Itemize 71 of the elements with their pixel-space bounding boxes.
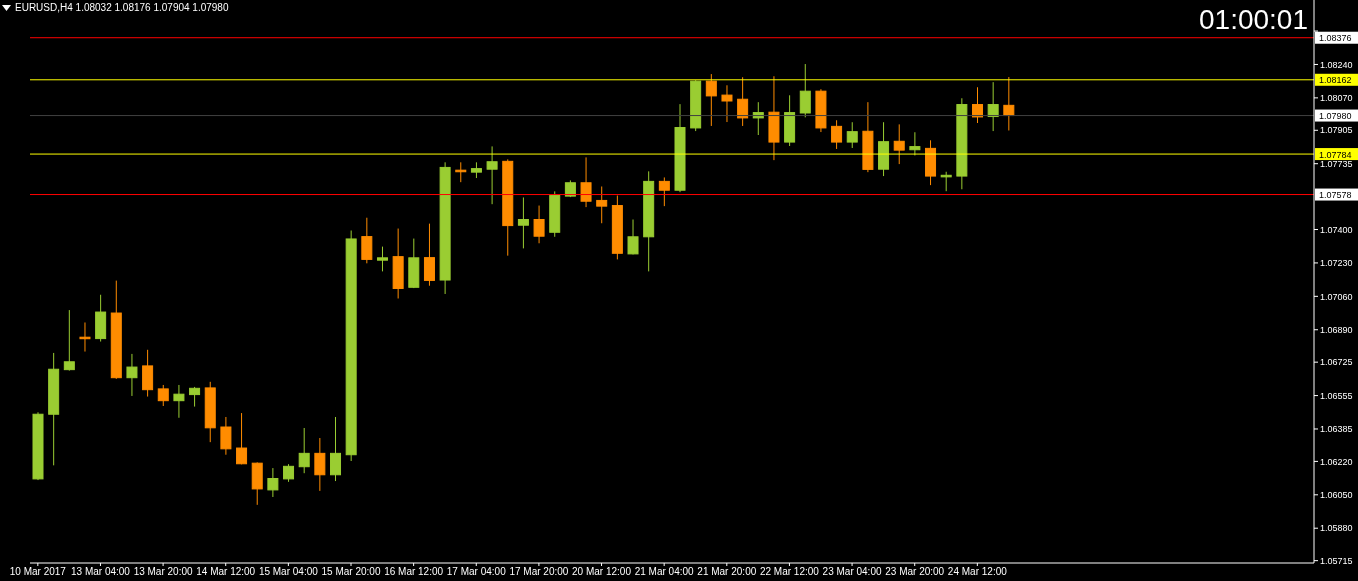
- x-tick-label: 13 Mar 04:00: [70, 566, 131, 578]
- y-tick-label: 1.06050: [1320, 490, 1353, 501]
- x-tick-label: 21 Mar 20:00: [697, 566, 757, 578]
- x-tick-label: 23 Mar 20:00: [885, 566, 945, 578]
- candlestick: [533, 205, 545, 244]
- y-tick-label: 1.06725: [1320, 357, 1353, 368]
- ref-line-label: 1.07784: [1319, 149, 1352, 160]
- x-tick-label: 15 Mar 20:00: [321, 566, 381, 578]
- x-tick-label: 22 Mar 12:00: [759, 566, 820, 578]
- ref-line-label: 1.08162: [1319, 75, 1352, 86]
- y-tick-label: 1.06220: [1320, 456, 1353, 467]
- y-tick-label: 1.07230: [1320, 258, 1353, 269]
- y-tick-label: 1.07060: [1320, 291, 1353, 302]
- candlestick: [987, 81, 999, 132]
- x-tick-label: 23 Mar 04:00: [822, 566, 882, 578]
- x-tick-label: 20 Mar 12:00: [572, 566, 632, 578]
- x-tick-label: 14 Mar 12:00: [196, 566, 256, 578]
- y-tick-label: 1.06555: [1320, 390, 1353, 401]
- candlestick: [314, 437, 326, 492]
- candlestick: [658, 176, 670, 207]
- candlestick: [940, 171, 952, 192]
- candlestick: [142, 349, 154, 398]
- ref-line-label: 1.07578: [1319, 190, 1352, 201]
- candlestick: [298, 427, 310, 474]
- candlestick: [376, 246, 388, 272]
- y-tick-label: 1.06890: [1320, 324, 1353, 335]
- x-tick-label: 17 Mar 20:00: [509, 566, 569, 578]
- candlestick: [330, 416, 342, 482]
- candlestick: [173, 384, 185, 419]
- y-tick-label: 1.07735: [1320, 158, 1353, 169]
- x-tick-label: 21 Mar 04:00: [634, 566, 695, 578]
- candlestick: [157, 384, 169, 407]
- candlestick: [236, 412, 248, 465]
- candlestick: [361, 217, 373, 264]
- candlestick: [1003, 76, 1015, 131]
- y-tick-label: 1.05715: [1320, 555, 1353, 566]
- y-tick-label: 1.08240: [1320, 59, 1353, 70]
- candlestick: [220, 416, 232, 456]
- x-tick-label: 10 Mar 2017: [9, 566, 67, 578]
- candlestick: [517, 196, 529, 249]
- y-tick-label: 1.07905: [1320, 125, 1353, 136]
- ref-line-label: 1.08376: [1319, 33, 1352, 44]
- chart-title: EURUSD,H4 1.08032 1.08176 1.07904 1.07980: [15, 2, 229, 13]
- x-tick-label: 13 Mar 20:00: [133, 566, 193, 578]
- ref-line-label: 1.07980: [1319, 111, 1352, 122]
- candlestick: [831, 119, 843, 150]
- candlestick: [596, 185, 608, 224]
- candlestick: [486, 145, 498, 205]
- candlestick: [705, 73, 717, 127]
- y-tick-label: 1.08070: [1320, 93, 1353, 104]
- candlestick: [189, 386, 201, 408]
- candlestick: [721, 84, 733, 123]
- y-tick-label: 1.07400: [1320, 224, 1353, 235]
- candlestick: [63, 309, 75, 372]
- y-tick-label: 1.05880: [1320, 523, 1353, 534]
- annotation: 01:00:01: [1199, 4, 1308, 36]
- y-tick-label: 1.06385: [1320, 424, 1353, 435]
- candlestick: [799, 63, 811, 118]
- x-tick-label: 16 Mar 12:00: [384, 566, 444, 578]
- candlestick: [737, 76, 749, 127]
- candlestick: [267, 467, 279, 498]
- x-tick-label: 15 Mar 04:00: [258, 566, 319, 578]
- candlestick: [972, 86, 984, 124]
- candlestick: [846, 121, 858, 149]
- candlestick: [126, 353, 138, 397]
- candlestick: [893, 123, 905, 165]
- candlestick: [580, 156, 592, 208]
- x-tick-label: 24 Mar 12:00: [947, 566, 1008, 578]
- candlestick: [627, 219, 639, 255]
- x-tick-label: 17 Mar 04:00: [446, 566, 507, 578]
- candlestick: [423, 223, 435, 287]
